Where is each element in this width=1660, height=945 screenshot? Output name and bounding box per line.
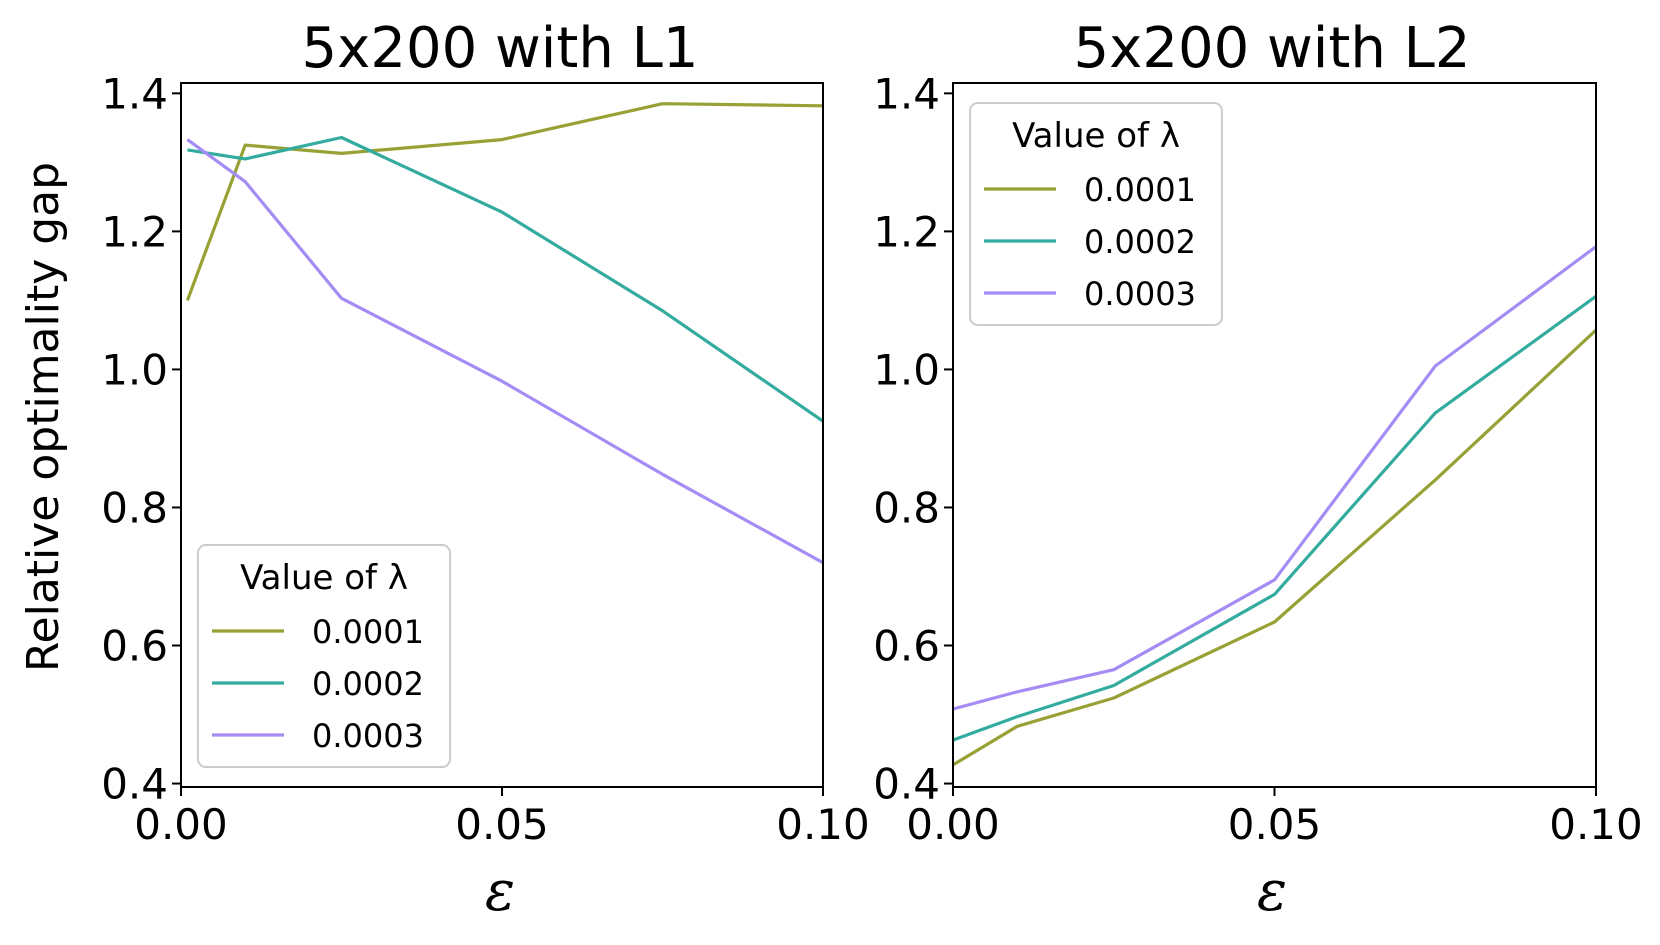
legend-label: 0.0001 (312, 613, 424, 651)
chart-panel-l2: 5x200 with L2 ε 0.40.60.81.01.21.40.00 0.… (873, 16, 1643, 924)
x-tick-label: 0.00 (906, 800, 1000, 849)
x-tick-label: 0.10 (776, 800, 870, 849)
legend: Value of λ 0.0001 0.0002 0.0003 (197, 544, 451, 768)
y-tick-label: 0.8 (101, 483, 168, 532)
series-group (185, 102, 823, 565)
series-line-0.0003 (953, 245, 1596, 711)
chart-title: 5x200 with L2 (1074, 16, 1471, 81)
x-tick-label: 0.05 (455, 800, 549, 849)
chart-panel-l1: 5x200 with L1 Relative optimality gap ε … (18, 16, 870, 924)
legend-title: Value of λ (240, 558, 408, 598)
legend-box (197, 544, 451, 768)
x-axis-label: ε (1257, 859, 1287, 924)
series-line-0.0002 (187, 135, 823, 423)
legend-label: 0.0002 (1084, 223, 1196, 261)
series-group (953, 245, 1596, 767)
legend-label: 0.0002 (312, 665, 424, 703)
legend-label: 0.0003 (1084, 275, 1196, 313)
series-line-0.0002 (953, 295, 1596, 742)
series-line-0.0001 (953, 328, 1596, 767)
y-tick-label: 1.2 (873, 207, 940, 256)
y-tick-label: 0.4 (873, 760, 940, 809)
plot-area: 0.4 0.6 0.8 1.0 1.2 1.4 0.00 0.05 0.10 Value of λ… (873, 69, 1643, 849)
legend-title: Value of λ (1012, 116, 1180, 156)
series-line-0.0001 (185, 102, 823, 301)
legend-box (969, 102, 1223, 326)
y-axis-label: Relative optimality gap (18, 162, 69, 672)
y-tick-label: 1.2 (101, 207, 168, 256)
x-tick-label: 0.05 (1228, 800, 1322, 849)
y-tick-label: 1.0 (101, 345, 168, 394)
y-tick-label: 1.0 (873, 345, 940, 394)
y-tick-label: 0.8 (873, 483, 940, 532)
y-tick-label: 0.4 (101, 760, 168, 809)
x-tick-label: 0.00 (134, 800, 228, 849)
legend: Value of λ 0.0001 0.0002 0.0003 (969, 102, 1223, 326)
x-axis-label: ε (485, 859, 515, 924)
chart-title: 5x200 with L1 (302, 16, 699, 81)
series-line-0.0003 (186, 138, 823, 565)
legend-label: 0.0003 (312, 717, 424, 755)
legend-label: 0.0001 (1084, 171, 1196, 209)
y-tick-label: 0.6 (873, 622, 940, 671)
y-tick-label: 1.4 (873, 69, 940, 118)
plot-area: 0.4 0.6 0.8 1.0 1.2 1.4 0.00 0.05 0.10 Value of λ… (101, 69, 870, 849)
x-tick-label: 0.10 (1549, 800, 1643, 849)
y-tick-label: 0.6 (101, 622, 168, 671)
y-tick-label: 1.4 (101, 69, 168, 118)
